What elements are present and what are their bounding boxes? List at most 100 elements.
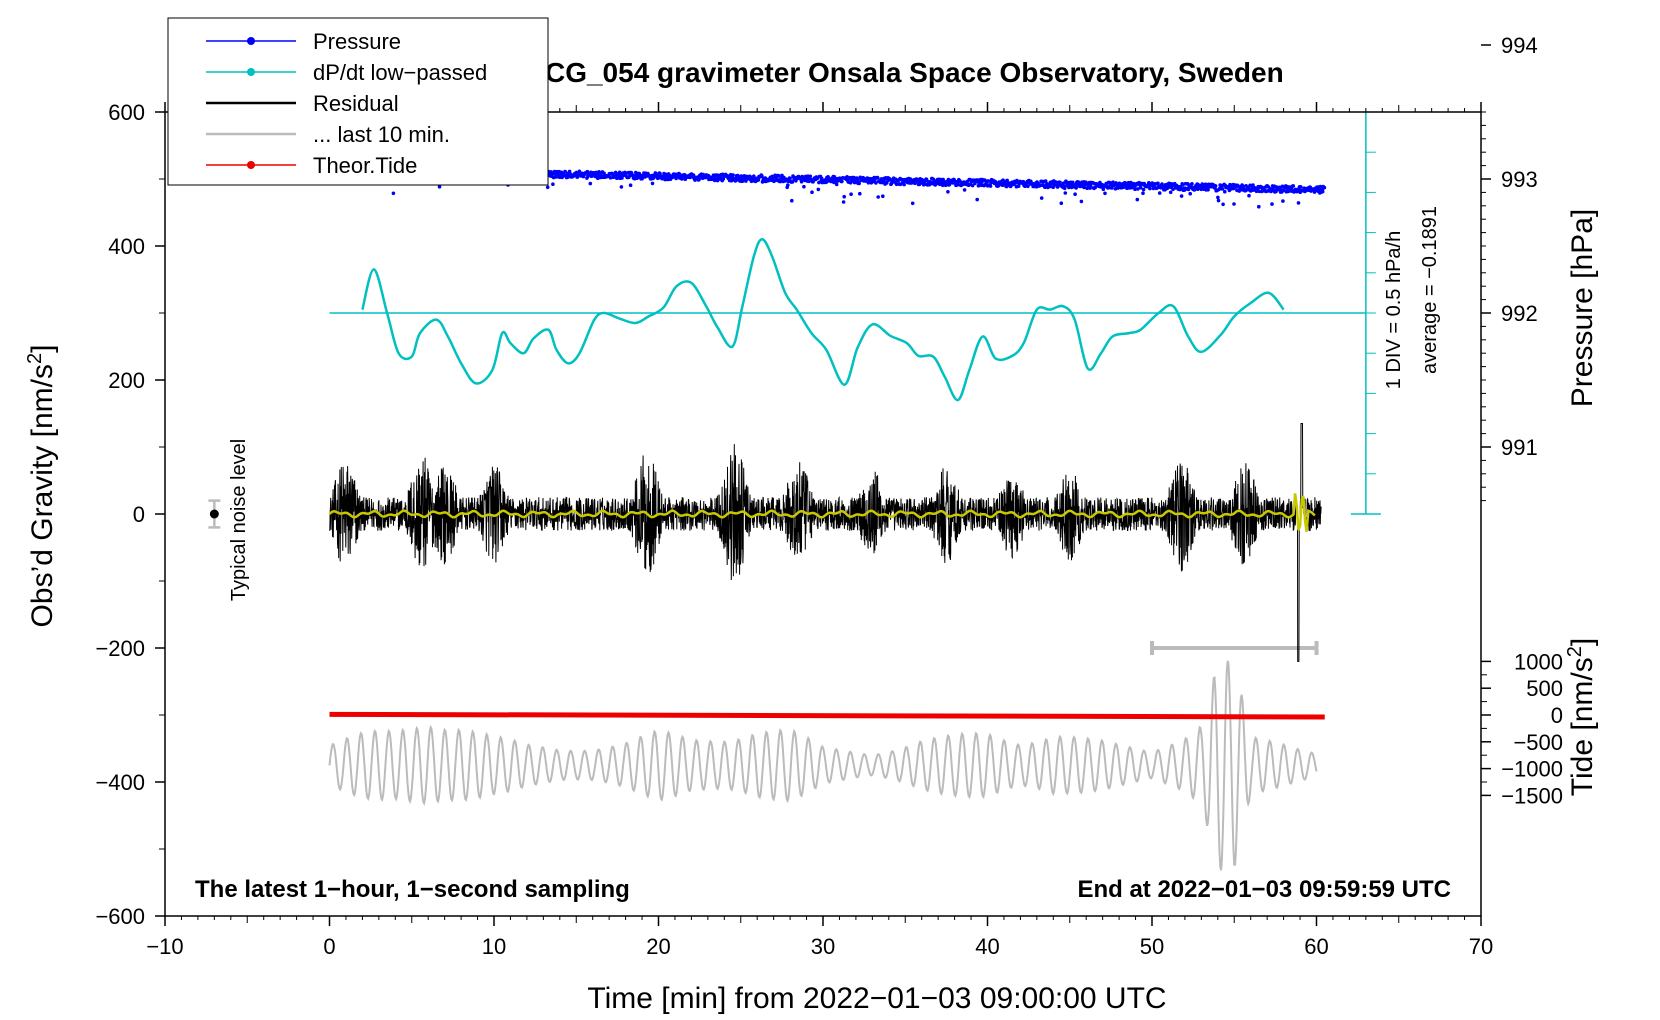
legend-label: ... last 10 min.: [313, 122, 450, 147]
x-tick-label: 0: [323, 934, 335, 959]
pressure-point: [799, 179, 804, 184]
residual-line: [329, 423, 1322, 662]
pressure-point: [1247, 193, 1251, 198]
axes-layer: −10 0 10 20 30 40 50 60 70 600 400 200 0 −200 −400 −600…: [95, 33, 1563, 959]
residual-x10-line: [328, 660, 1318, 871]
pressure-point: [1322, 185, 1327, 190]
pressure-point: [1188, 191, 1192, 196]
chart-title: SCG_054 gravimeter Onsala Space Observat…: [526, 57, 1283, 88]
pressure-point: [1200, 182, 1205, 186]
pressure-point: [567, 169, 572, 174]
tide-axis-title-main: Tide [nm/s: [1566, 657, 1599, 796]
annotation-right: End at 2022−01−03 09:59:59 UTC: [1077, 876, 1451, 903]
pressure-point: [1248, 183, 1252, 188]
pressure-point: [876, 195, 880, 199]
pressure-point: [875, 175, 880, 180]
dpdt-average-label: average = −0.1891: [1419, 206, 1441, 374]
pressure-point: [1320, 189, 1325, 194]
x-tick-label: 30: [811, 934, 835, 959]
pressure-point: [619, 185, 624, 189]
pressure-point: [1270, 202, 1274, 206]
pressure-point: [1088, 183, 1093, 188]
pressure-point: [1318, 184, 1323, 189]
legend-box: [167, 17, 549, 186]
y-axis-title-close: ]: [26, 345, 59, 353]
y-tick-label: −400: [95, 770, 145, 795]
pressure-point: [1138, 185, 1143, 190]
pressure-point: [855, 177, 860, 182]
pressure-point: [1129, 180, 1133, 185]
pressure-point: [1206, 187, 1210, 192]
pressure-point: [970, 183, 975, 188]
pressure-point: [752, 174, 756, 178]
pressure-point: [986, 179, 990, 183]
tide-axis-title: Tide [nm/s2]: [1564, 638, 1599, 796]
pressure-point: [776, 173, 781, 178]
pressure-point: [551, 182, 555, 186]
x-tick-label: 20: [646, 934, 670, 959]
tide-tick-label: −500: [1513, 730, 1563, 755]
pressure-point: [437, 185, 442, 189]
pressure-point: [650, 181, 655, 186]
pressure-point: [1179, 194, 1184, 198]
legend-label: dP/dt low−passed: [313, 60, 487, 85]
tide-tick-label: 500: [1526, 676, 1563, 701]
pressure-point: [881, 194, 885, 198]
legend-label: Residual: [313, 91, 399, 116]
pressure-point: [680, 177, 684, 181]
pressure-point: [1071, 180, 1075, 185]
pressure-point: [588, 181, 593, 186]
pressure-point: [620, 176, 624, 180]
pressure-point: [1190, 182, 1194, 186]
pressure-point: [731, 173, 735, 177]
pressure-point: [1082, 185, 1087, 190]
pressure-point: [849, 192, 853, 196]
pressure-point: [1016, 184, 1021, 188]
pressure-point: [946, 190, 950, 194]
pressure-tick-label: 994: [1501, 33, 1538, 58]
legend-swatch-marker: [247, 37, 255, 45]
pressure-point: [1141, 191, 1145, 195]
pressure-point: [1058, 180, 1062, 185]
x-tick-label: 70: [1469, 934, 1493, 959]
pressure-point: [1059, 201, 1064, 205]
legend-label: Pressure: [313, 29, 401, 54]
legend-swatch-marker: [247, 161, 255, 169]
y-tick-label: 200: [108, 368, 145, 393]
tide-axis-title-close: ]: [1566, 638, 1599, 646]
pressure-point: [1021, 179, 1026, 184]
pressure-point: [1299, 185, 1303, 189]
pressure-point: [697, 177, 701, 182]
tide-axis-title-sup: 2: [1564, 646, 1586, 657]
y-axis-title-sup: 2: [24, 353, 46, 364]
pressure-point: [1168, 190, 1173, 195]
pressure-point: [1148, 186, 1152, 191]
pressure-point: [1110, 186, 1114, 190]
pressure-point: [1043, 179, 1048, 183]
pressure-point: [790, 198, 794, 203]
pressure-point: [858, 191, 862, 196]
pressure-point: [940, 183, 945, 188]
y-axis-title-main: Obs’d Gravity [nm/s: [26, 364, 59, 627]
pressure-point: [1220, 187, 1225, 191]
pressure-point: [1039, 196, 1044, 200]
pressure-point: [1291, 184, 1296, 188]
pressure-point: [756, 178, 761, 182]
pressure-point: [1179, 186, 1183, 190]
pressure-point: [788, 176, 792, 181]
pressure-point: [1103, 191, 1107, 196]
pressure-point: [808, 174, 813, 179]
pressure-point: [608, 176, 613, 180]
noise-level-label: Typical noise level: [228, 439, 250, 601]
pressure-point: [1062, 186, 1067, 191]
pressure-point: [575, 175, 580, 179]
pressure-point: [910, 201, 915, 206]
pressure-point: [1063, 191, 1068, 195]
legend-label: Theor.Tide: [313, 153, 417, 178]
pressure-point: [902, 182, 906, 187]
tide-tick-label: 0: [1551, 703, 1563, 728]
pressure-point: [1221, 202, 1225, 207]
pressure-point: [924, 177, 929, 182]
pressure-point: [1223, 189, 1227, 194]
pressure-point: [733, 179, 738, 183]
